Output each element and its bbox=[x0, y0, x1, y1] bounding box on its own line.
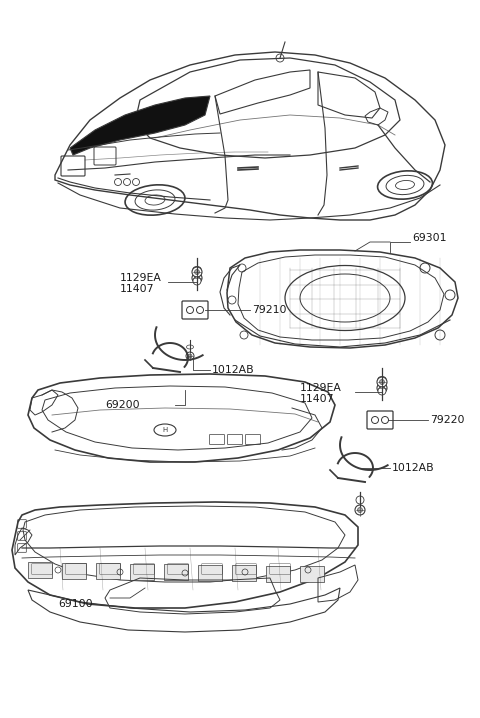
Polygon shape bbox=[28, 562, 52, 578]
Circle shape bbox=[378, 387, 386, 395]
Text: 11407: 11407 bbox=[300, 394, 335, 404]
Polygon shape bbox=[130, 564, 154, 579]
Circle shape bbox=[192, 273, 202, 283]
Polygon shape bbox=[96, 563, 120, 579]
Text: 69200: 69200 bbox=[105, 400, 140, 410]
Ellipse shape bbox=[378, 376, 386, 381]
Polygon shape bbox=[62, 562, 86, 579]
Text: 1129EA: 1129EA bbox=[300, 383, 342, 393]
Circle shape bbox=[193, 277, 201, 285]
Text: 79210: 79210 bbox=[252, 305, 287, 315]
Circle shape bbox=[377, 383, 387, 393]
Text: 69301: 69301 bbox=[412, 233, 446, 243]
Text: 1129EA: 1129EA bbox=[120, 273, 162, 283]
Polygon shape bbox=[266, 566, 290, 582]
Circle shape bbox=[377, 377, 387, 387]
Text: 11407: 11407 bbox=[120, 284, 155, 294]
Circle shape bbox=[355, 505, 365, 515]
Polygon shape bbox=[232, 565, 256, 581]
Text: 69100: 69100 bbox=[58, 599, 93, 609]
Circle shape bbox=[358, 508, 362, 513]
Circle shape bbox=[192, 267, 202, 277]
Text: 1012AB: 1012AB bbox=[392, 463, 434, 473]
Circle shape bbox=[194, 269, 200, 274]
Polygon shape bbox=[300, 566, 324, 582]
Polygon shape bbox=[70, 96, 210, 155]
Circle shape bbox=[380, 386, 384, 391]
Polygon shape bbox=[164, 564, 188, 580]
Text: H: H bbox=[162, 427, 168, 433]
Polygon shape bbox=[198, 564, 222, 580]
Text: 79220: 79220 bbox=[430, 415, 465, 425]
Ellipse shape bbox=[187, 345, 193, 349]
Circle shape bbox=[186, 352, 194, 360]
Circle shape bbox=[356, 496, 364, 504]
Circle shape bbox=[380, 380, 384, 385]
Circle shape bbox=[188, 354, 192, 358]
Text: 1012AB: 1012AB bbox=[212, 365, 254, 375]
Circle shape bbox=[194, 276, 200, 281]
Ellipse shape bbox=[193, 266, 201, 271]
